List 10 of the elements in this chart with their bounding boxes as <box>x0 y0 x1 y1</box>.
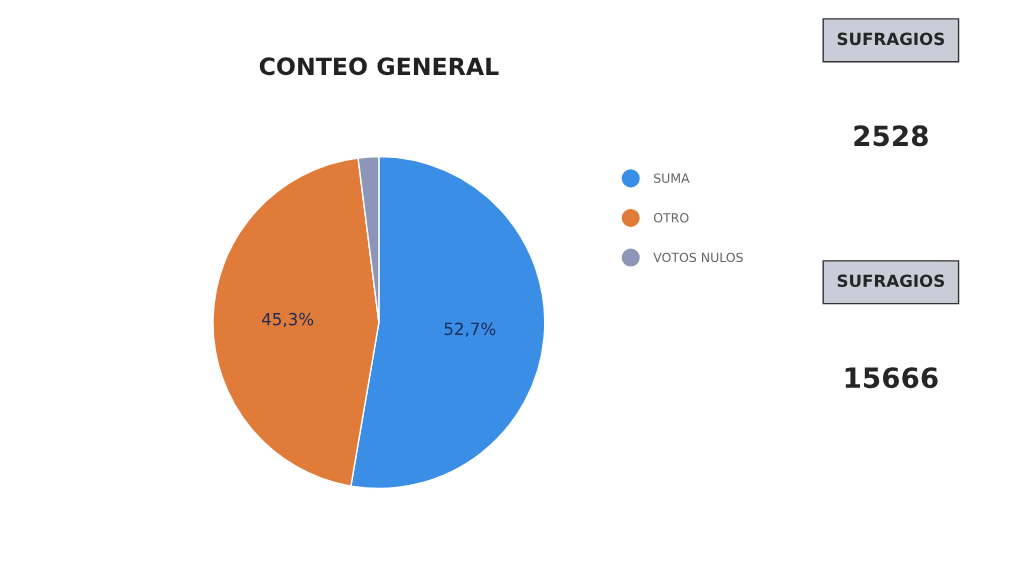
legend-label: OTRO <box>653 213 689 223</box>
chart-title: CONTEO GENERAL <box>259 57 499 76</box>
legend-label: VOTOS NULOS <box>653 252 743 263</box>
text: SUFRAGIOS <box>837 274 945 288</box>
text: 15666 <box>845 367 938 389</box>
text: 2528 <box>854 125 928 147</box>
data-label: 52,7% <box>444 322 496 337</box>
data-label: 45,3% <box>262 312 314 328</box>
text: SUFRAGIOS <box>837 32 945 46</box>
legend-label: SUMA <box>654 173 690 183</box>
